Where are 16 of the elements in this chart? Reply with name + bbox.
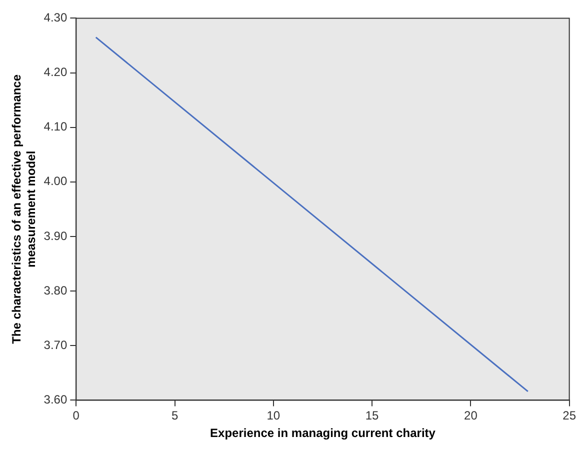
- x-tick-label: 10: [266, 408, 280, 423]
- x-axis-title: Experience in managing current charity: [210, 426, 436, 440]
- x-tick-label: 5: [171, 408, 178, 423]
- y-axis-title: The characteristics of an effective performance measurement model: [10, 74, 38, 344]
- y-tick-label: 4.30: [44, 10, 68, 25]
- x-tick-label: 25: [562, 408, 576, 423]
- x-tick-label: 15: [365, 408, 380, 423]
- y-tick-label: 4.00: [44, 174, 68, 188]
- y-tick-label: 3.70: [44, 338, 68, 352]
- y-tick-label: 3.60: [44, 392, 68, 407]
- y-tick-label: 4.10: [44, 120, 68, 134]
- y-tick-label: 4.20: [44, 65, 68, 80]
- x-tick-label: 20: [464, 408, 478, 423]
- y-tick-label: 3.80: [44, 283, 68, 298]
- x-tick-label: 0: [72, 408, 80, 423]
- y-tick-label: 3.90: [44, 228, 68, 243]
